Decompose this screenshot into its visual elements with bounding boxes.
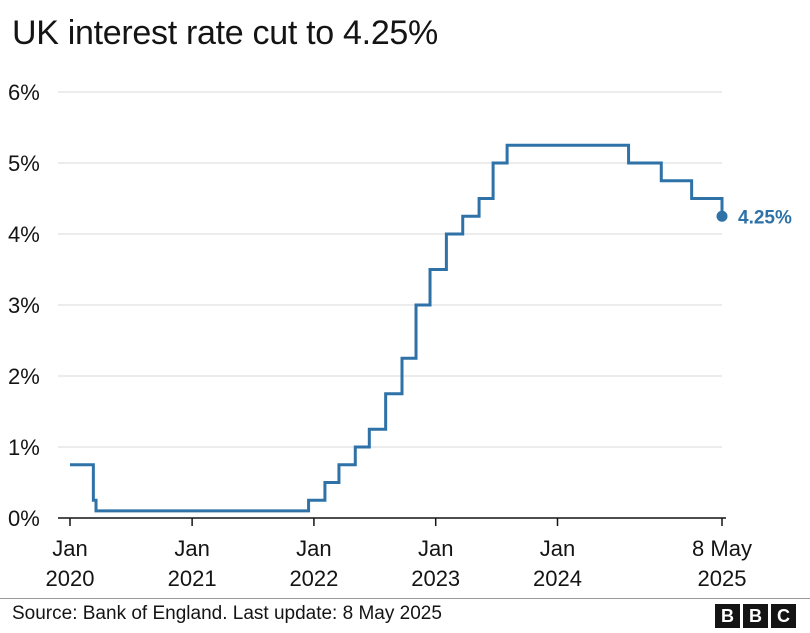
y-tick-label: 3% <box>8 293 40 318</box>
x-axis: Jan 2020 Jan 2021 Jan 2022 Jan 2023 Jan 2024 8 May… <box>46 517 752 591</box>
y-tick-label: 0% <box>8 506 40 531</box>
y-tick-label: 6% <box>8 80 40 105</box>
x-tick-label: Jan <box>174 536 209 561</box>
y-tick-label: 5% <box>8 151 40 176</box>
x-tick-label: 2020 <box>46 566 95 591</box>
end-point-marker <box>716 210 728 222</box>
x-tick-label: Jan <box>418 536 453 561</box>
footer-divider <box>0 598 810 599</box>
bbc-logo: B B C <box>715 604 796 628</box>
y-axis: 0% 1% 2% 3% 4% 5% 6% <box>8 80 40 531</box>
x-tick-label: Jan <box>52 536 87 561</box>
rate-step-line <box>70 143 724 513</box>
x-tick-label: Jan <box>296 536 331 561</box>
x-tick-label: 8 May <box>692 536 752 561</box>
x-tick-label: Jan <box>540 536 575 561</box>
gridlines <box>58 91 722 448</box>
x-tick-label: 2024 <box>533 566 582 591</box>
y-tick-label: 2% <box>8 364 40 389</box>
end-value-label: 4.25% <box>738 207 792 228</box>
logo-letter: B <box>743 604 768 628</box>
x-tick-label: 2023 <box>411 566 460 591</box>
source-note: Source: Bank of England. Last update: 8 … <box>12 603 442 624</box>
x-tick-label: 2025 <box>698 566 747 591</box>
x-tick-label: 2022 <box>289 566 338 591</box>
y-tick-label: 4% <box>8 222 40 247</box>
chart: 0% 1% 2% 3% 4% 5% 6% Jan 2020 Jan 2021 Jan 2022 Jan 2… <box>8 80 792 591</box>
y-tick-label: 1% <box>8 435 40 460</box>
x-tick-label: 2021 <box>168 566 217 591</box>
series-group: 4.25% <box>70 143 792 513</box>
logo-letter: C <box>771 604 796 628</box>
logo-letter: B <box>715 604 740 628</box>
chart-title: UK interest rate cut to 4.25% <box>12 14 438 52</box>
